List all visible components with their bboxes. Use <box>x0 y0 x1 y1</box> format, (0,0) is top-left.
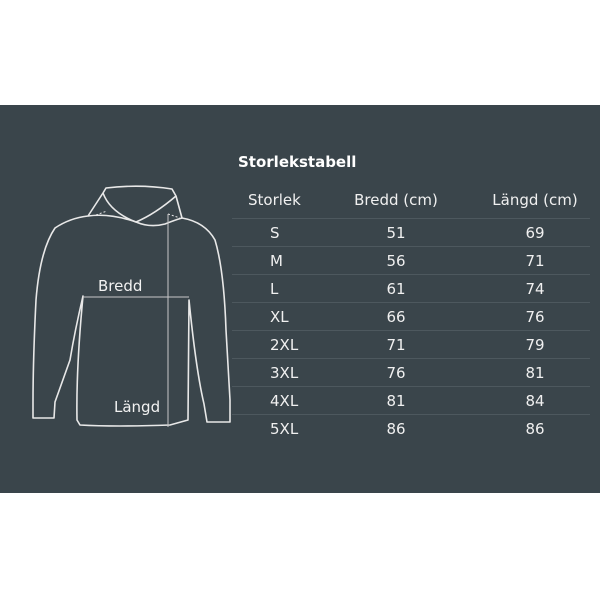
width-cell: 61 <box>312 274 480 303</box>
length-cell: 81 <box>480 358 590 387</box>
table-row: L 61 74 <box>232 274 590 303</box>
size-chart-panel: Bredd Längd Storlekstabell Storlek Bredd… <box>0 105 600 493</box>
length-cell: 76 <box>480 302 590 331</box>
table-row: M 56 71 <box>232 246 590 275</box>
table-row: 5XL 86 86 <box>232 414 590 442</box>
length-cell: 79 <box>480 330 590 359</box>
header-size: Storlek <box>248 191 301 209</box>
length-cell: 84 <box>480 386 590 415</box>
table-row: 2XL 71 79 <box>232 330 590 359</box>
size-cell: 5XL <box>232 414 312 442</box>
header-width: Bredd (cm) <box>354 191 438 209</box>
size-table: Storlek Bredd (cm) Längd (cm) S 51 69 M 56 71… <box>232 182 590 442</box>
hoodie-outline-icon <box>32 185 231 427</box>
length-cell: 71 <box>480 246 590 275</box>
width-label: Bredd <box>98 277 143 295</box>
table-row: 3XL 76 81 <box>232 358 590 387</box>
table-row: S 51 69 <box>232 218 590 247</box>
size-cell: XL <box>232 302 312 331</box>
size-cell: 4XL <box>232 386 312 415</box>
width-cell: 56 <box>312 246 480 275</box>
size-cell: S <box>232 218 312 247</box>
size-cell: L <box>232 274 312 303</box>
table-row: 4XL 81 84 <box>232 386 590 415</box>
width-cell: 66 <box>312 302 480 331</box>
size-cell: M <box>232 246 312 275</box>
width-cell: 51 <box>312 218 480 247</box>
length-label: Längd <box>114 398 161 416</box>
width-cell: 76 <box>312 358 480 387</box>
table-row: XL 66 76 <box>232 302 590 331</box>
size-cell: 3XL <box>232 358 312 387</box>
width-cell: 86 <box>312 414 480 442</box>
length-cell: 74 <box>480 274 590 303</box>
length-cell: 86 <box>480 414 590 442</box>
width-cell: 81 <box>312 386 480 415</box>
size-table-title: Storlekstabell <box>238 153 357 171</box>
length-cell: 69 <box>480 218 590 247</box>
size-cell: 2XL <box>232 330 312 359</box>
header-length: Längd (cm) <box>492 191 578 209</box>
width-cell: 71 <box>312 330 480 359</box>
